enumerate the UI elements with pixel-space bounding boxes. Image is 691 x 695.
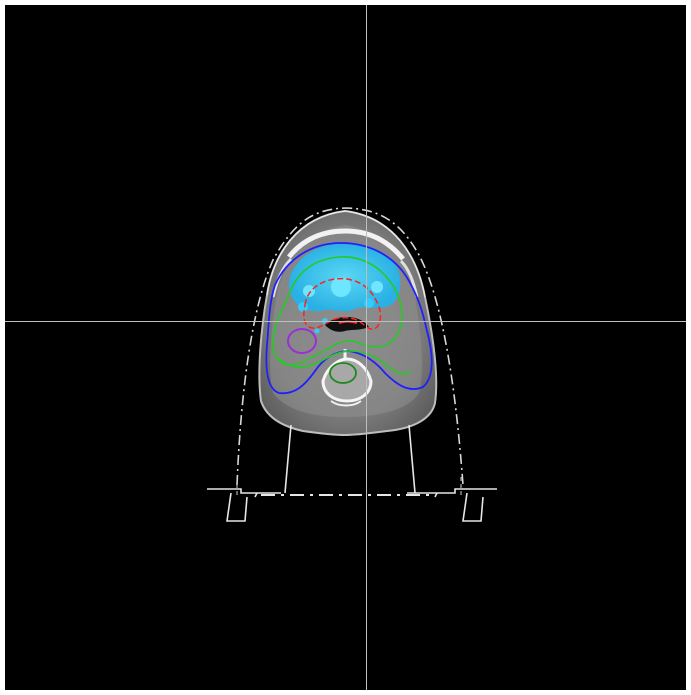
body-outline [266, 210, 426, 298]
ct-axial-viewport[interactable] [5, 5, 686, 690]
mask-outline [236, 207, 464, 486]
couch-structure [207, 424, 497, 522]
left-node-contour [287, 328, 317, 354]
inner-contour [303, 277, 382, 330]
middle-contour [272, 256, 403, 367]
mandible-bone [287, 228, 405, 261]
outer-contour [265, 242, 433, 395]
vertebra [321, 357, 373, 403]
spinal-contour [329, 362, 357, 384]
ct-slice-image [207, 207, 497, 522]
airway [325, 317, 369, 332]
